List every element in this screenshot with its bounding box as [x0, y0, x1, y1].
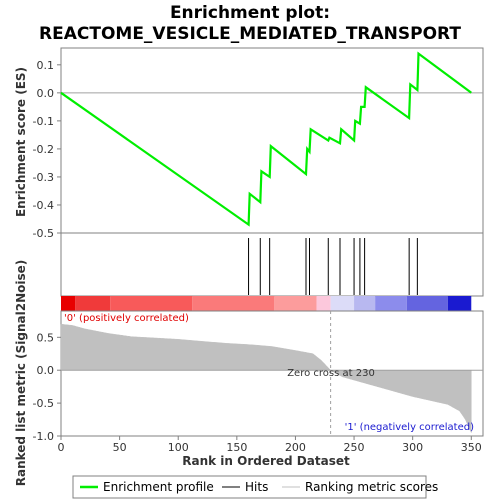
es-axis-title: Enrichment score (ES)	[14, 67, 28, 217]
hits-panel-frame	[60, 232, 484, 297]
zero-cross-label: Zero cross at 230	[287, 368, 375, 379]
metric-panel: -1.0 -0.5 0.0 0.5 '0' (positively correlated…	[33, 310, 484, 443]
color-bar-segment	[447, 296, 472, 311]
x-tick-label: 50	[113, 441, 127, 454]
color-bar-segment	[274, 296, 317, 311]
color-bar-segment	[110, 296, 193, 311]
x-tick-label: 150	[226, 441, 247, 454]
x-tick-label: 300	[402, 441, 423, 454]
positive-correlation-label: '0' (positively correlated)	[64, 313, 189, 324]
ranking-metric-area	[60, 323, 472, 433]
es-tick-label: -0.1	[33, 115, 54, 128]
metric-tick-label: -1.0	[33, 430, 54, 443]
metric-axis-title: Ranked list metric (Signal2Noise)	[14, 260, 28, 487]
es-panel-frame	[60, 47, 484, 234]
x-tick-label: 200	[285, 441, 306, 454]
x-axis-title: Rank in Ordered Dataset	[182, 454, 350, 468]
es-tick-label: -0.3	[33, 171, 54, 184]
es-panel: -0.5 -0.4 -0.3 -0.2 -0.1 0.0 0.1	[33, 47, 484, 240]
x-tick-label: 100	[168, 441, 189, 454]
metric-tick-label: 0.5	[37, 331, 55, 344]
x-axis: 0 50 100 150 200 250 300 350	[58, 436, 482, 454]
legend-label-enrichment: Enrichment profile	[103, 480, 214, 494]
es-tick-label: -0.4	[33, 199, 54, 212]
x-tick-label: 250	[344, 441, 365, 454]
legend-box	[72, 475, 427, 499]
color-bar	[61, 296, 472, 311]
es-tick-label: -0.2	[33, 143, 54, 156]
color-bar-segment	[316, 296, 331, 311]
es-tick-label: 0.1	[37, 59, 55, 72]
color-bar-segment	[375, 296, 407, 311]
color-bar-segment	[75, 296, 111, 311]
x-tick-label: 0	[58, 441, 65, 454]
hits-panel	[60, 232, 484, 297]
es-tick-label: -0.5	[33, 227, 54, 240]
color-bar-segment	[330, 296, 355, 311]
negative-correlation-label: '1' (negatively correlated)	[345, 422, 474, 433]
metric-tick-label: -0.5	[33, 397, 54, 410]
color-bar-segment	[406, 296, 448, 311]
chart-title-line1: Enrichment plot:	[170, 3, 330, 23]
es-tick-label: 0.0	[37, 87, 55, 100]
legend-label-hits: Hits	[245, 480, 268, 494]
chart-title-line2: REACTOME_VESICLE_MEDIATED_TRANSPORT	[39, 24, 461, 44]
x-tick-label: 350	[461, 441, 482, 454]
color-bar-segment	[61, 296, 76, 311]
legend-label-metric: Ranking metric scores	[305, 480, 438, 494]
enrichment-profile-line	[60, 51, 472, 227]
color-bar-segment	[192, 296, 275, 311]
legend: Enrichment profile Hits Ranking metric sco…	[72, 475, 438, 499]
color-bar-segment	[354, 296, 376, 311]
metric-tick-label: 0.0	[37, 364, 55, 377]
